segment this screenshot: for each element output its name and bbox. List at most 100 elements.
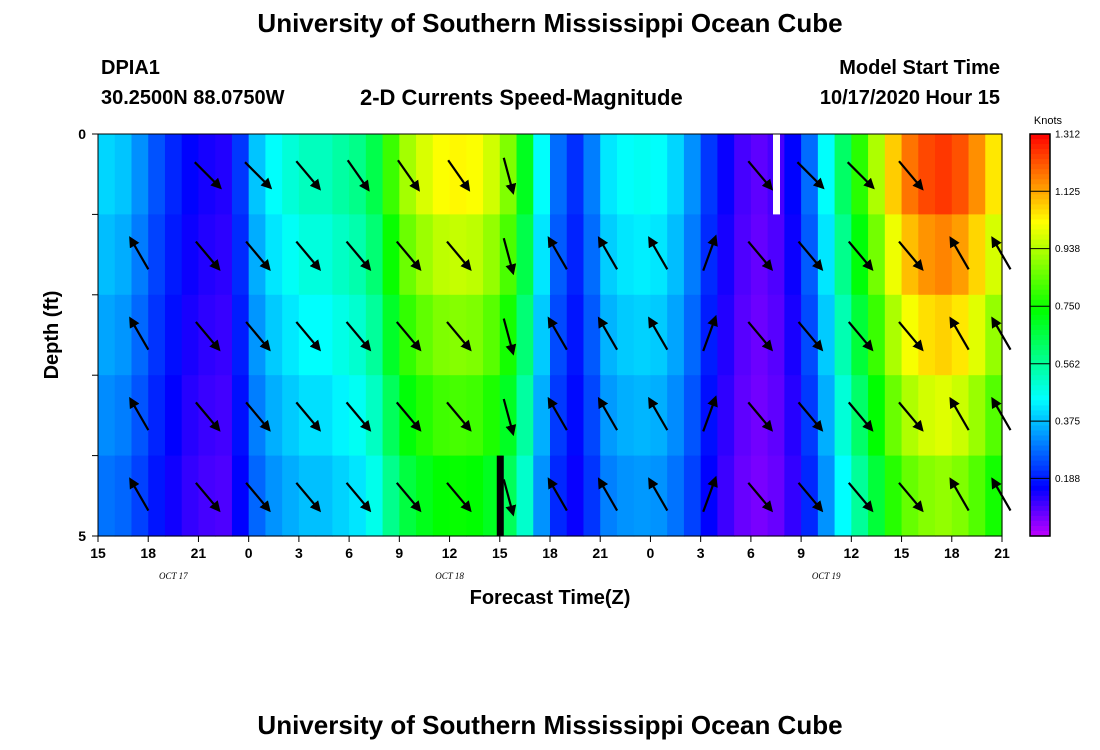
- heatmap-cell: [181, 134, 200, 215]
- station-id: DPIA1: [101, 57, 160, 79]
- heatmap-cell: [98, 294, 116, 376]
- colorbar-swatch: [1030, 510, 1050, 517]
- heatmap-cell: [951, 134, 970, 215]
- heatmap-cell: [231, 294, 250, 376]
- current-vector-arrow: [898, 240, 924, 271]
- y-axis-label: Depth (ft): [41, 291, 63, 380]
- colorbar-swatch: [1030, 505, 1050, 512]
- heatmap-cell: [683, 455, 702, 537]
- heatmap-cell: [516, 294, 534, 376]
- heatmap-cell: [282, 455, 300, 537]
- heatmap-cell: [533, 294, 551, 376]
- heatmap-cell: [181, 294, 200, 376]
- y-tick-label: 5: [78, 528, 86, 544]
- current-vector-arrow: [502, 398, 517, 437]
- heatmap-cell: [968, 455, 986, 537]
- heatmap-cell: [365, 134, 384, 215]
- current-vector-arrow: [648, 396, 669, 431]
- current-vector-arrow: [547, 477, 568, 512]
- colorbar-swatch: [1030, 184, 1050, 190]
- heatmap-cell: [516, 134, 534, 215]
- heatmap-cell: [282, 214, 300, 296]
- heatmap-cell: [884, 134, 903, 215]
- heatmap-cell: [231, 134, 250, 215]
- heatmap-cell: [282, 134, 300, 215]
- heatmap-cell: [884, 375, 903, 457]
- colorbar-swatch: [1030, 530, 1050, 537]
- colorbar-swatch: [1030, 289, 1050, 296]
- heatmap-cell: [181, 214, 200, 296]
- colorbar-tick-label: 0.375: [1055, 417, 1080, 428]
- heatmap-cell: [382, 134, 400, 215]
- marker-bar: [496, 455, 504, 536]
- colorbar-swatch: [1030, 174, 1050, 180]
- model-start-label: Model Start Time: [839, 57, 1000, 79]
- current-vector-arrow: [129, 236, 150, 270]
- heatmap-cell: [181, 455, 200, 537]
- colorbar-swatch: [1030, 324, 1050, 331]
- current-vector-arrow: [597, 316, 619, 351]
- current-vector-arrow: [244, 161, 273, 190]
- heatmap-cell: [483, 375, 501, 457]
- current-vector-arrow: [195, 482, 221, 513]
- heatmap-cell: [918, 455, 936, 537]
- date-label: OCT 18: [435, 571, 464, 581]
- colorbar-swatch: [1030, 244, 1050, 251]
- current-vector-arrow: [295, 240, 322, 271]
- heatmap-cell: [700, 134, 719, 215]
- heatmap-cell: [633, 294, 652, 376]
- heatmap-cell: [215, 455, 233, 537]
- current-vector-arrow: [648, 316, 669, 351]
- current-vector-arrow: [702, 234, 718, 271]
- heatmap-cell: [583, 214, 601, 296]
- current-vector-arrow: [747, 160, 774, 191]
- colorbar-swatch: [1030, 445, 1050, 452]
- current-vector-arrow: [395, 240, 422, 271]
- heatmap-cell: [968, 214, 986, 296]
- heatmap-cell: [416, 294, 434, 376]
- colorbar-swatch: [1030, 314, 1050, 321]
- current-vector-arrow: [129, 316, 150, 351]
- current-vector-arrow: [447, 159, 471, 192]
- current-vector-arrow: [446, 321, 472, 352]
- colorbar-swatch: [1030, 515, 1050, 522]
- current-vector-arrow: [747, 401, 774, 432]
- colorbar-swatch: [1030, 319, 1050, 326]
- current-vector-arrow: [502, 479, 517, 517]
- colorbar-swatch: [1030, 455, 1050, 462]
- heatmap-cell: [734, 214, 752, 296]
- current-vector-arrow: [295, 401, 322, 432]
- colorbar-swatch: [1030, 520, 1050, 527]
- heatmap-cell: [483, 214, 501, 296]
- heatmap-cell: [516, 455, 534, 537]
- current-vector-arrow: [797, 321, 824, 352]
- heatmap-cell: [215, 214, 233, 296]
- colorbar-swatch: [1030, 335, 1050, 341]
- heatmap-cell: [667, 214, 685, 296]
- colorbar-swatch: [1030, 249, 1050, 256]
- colorbar-swatch: [1030, 385, 1050, 391]
- heatmap-cell: [516, 214, 534, 296]
- heatmap-cell: [382, 375, 400, 457]
- heatmap-cell: [98, 455, 116, 537]
- heatmap-cell: [868, 375, 886, 457]
- colorbar-swatch: [1030, 239, 1050, 246]
- heatmap-cell: [164, 134, 183, 215]
- heatmap-cell: [231, 375, 250, 457]
- colorbar-swatch: [1030, 425, 1050, 432]
- heatmap-cell: [466, 375, 484, 457]
- heatmap-cell: [834, 214, 852, 296]
- heatmap-cell: [633, 455, 652, 537]
- heatmap-cell: [265, 134, 283, 215]
- current-vector-arrow: [597, 396, 619, 431]
- heatmap-cell: [583, 375, 601, 457]
- current-vector-arrow: [295, 160, 322, 191]
- current-vector-arrow: [395, 482, 422, 513]
- date-label: OCT 17: [159, 571, 188, 581]
- colorbar-tick-label: 1.312: [1055, 130, 1080, 141]
- heatmap-cell: [667, 134, 685, 215]
- heatmap-cell: [650, 134, 668, 215]
- current-vector-arrow: [949, 236, 970, 270]
- current-vectors: [129, 157, 1012, 517]
- colorbar-swatch: [1030, 209, 1050, 216]
